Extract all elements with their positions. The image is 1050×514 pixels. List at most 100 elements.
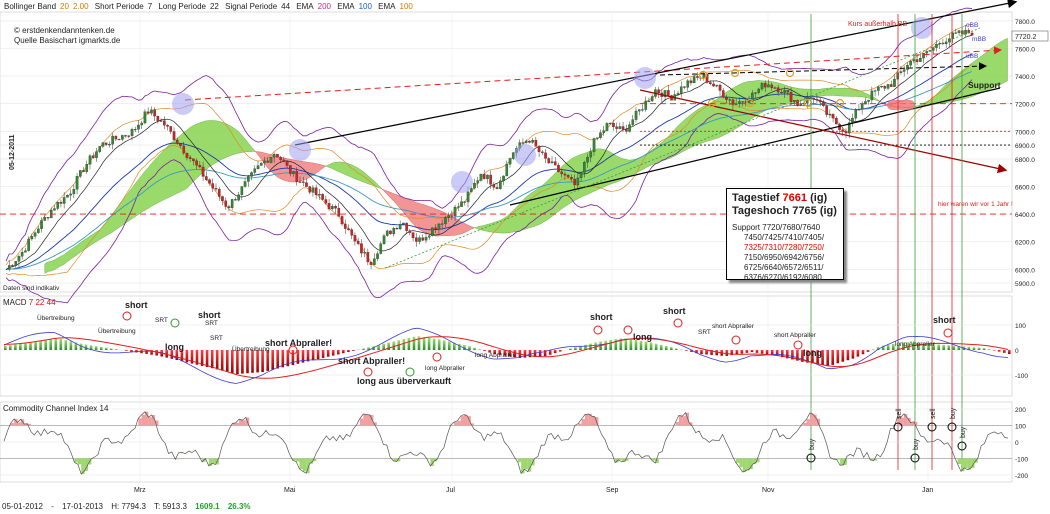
macd-hist-neg (296, 350, 300, 364)
macd-hist-pos (94, 346, 98, 350)
candle-down (776, 87, 780, 93)
cci-overbought-fill (356, 424, 360, 426)
marker-circle (803, 98, 813, 108)
candle-up (230, 199, 234, 208)
candle-up (331, 206, 334, 210)
cci-overbought-fill (460, 416, 465, 426)
candle-up (873, 90, 877, 92)
macd-hist-neg (740, 350, 744, 354)
candle-up (240, 186, 244, 195)
candle-down (709, 82, 712, 85)
candle-down (528, 140, 531, 143)
candle-down (450, 215, 454, 217)
macd-annotation: Übertreibung (98, 327, 136, 335)
cci-overbought-fill (464, 414, 468, 426)
candle-down (667, 90, 670, 96)
candle-down (415, 237, 418, 242)
macd-hist-pos (442, 340, 446, 350)
macd-hist-neg (705, 350, 708, 355)
macd-hist-neg (195, 350, 199, 365)
candle-up (292, 170, 295, 174)
candle-up (479, 173, 483, 181)
macd-hist-neg (796, 350, 799, 361)
highlight-circle (451, 171, 473, 193)
cci-overbought-fill (242, 420, 246, 426)
candle-up (647, 100, 651, 102)
candle-up (851, 117, 854, 123)
macd-hist-neg (130, 350, 133, 352)
candle-up (95, 151, 98, 158)
cci-overbought-fill (10, 423, 15, 426)
candle-down (725, 97, 728, 100)
macd-annotation: SRT (155, 317, 168, 324)
candle-down (625, 129, 628, 132)
macd-annotation: short Abpraller (712, 323, 755, 330)
cci-signal-circle (957, 441, 967, 451)
macd-hist-neg (685, 350, 688, 351)
marker-circle (698, 70, 708, 80)
candle-down (405, 222, 408, 231)
macd-hist-pos (907, 342, 910, 350)
candle-down (172, 131, 176, 141)
macd-hist-pos (942, 344, 945, 350)
green-dotted-line (384, 27, 981, 269)
candle-down (683, 86, 686, 88)
cci-oversold-fill (615, 458, 619, 463)
candle-down (276, 153, 279, 158)
macd-hist-neg (165, 350, 168, 358)
candle-down (541, 151, 544, 153)
marker-circle (745, 98, 755, 108)
candle-up (663, 90, 667, 97)
candle-down (705, 74, 709, 83)
bollinger-label: Bollinger Band (4, 2, 57, 11)
cci-oversold-fill (961, 458, 965, 472)
cci-overbought-fill (145, 411, 149, 426)
macd-hist-neg (261, 350, 264, 372)
macd-annotation: short (663, 306, 686, 316)
candle-down (350, 229, 354, 236)
support-line-1: Support 7720/7680/7640 (732, 223, 821, 232)
candle-down (266, 160, 270, 163)
cci-oversold-fill (625, 458, 629, 461)
cci-signal-circle (910, 453, 920, 463)
candle-up (392, 228, 396, 235)
candle-down (731, 99, 735, 105)
candle-up (605, 123, 609, 131)
macd-hist-pos (59, 338, 63, 350)
candle-down (153, 109, 156, 117)
cci-overbought-fill (803, 422, 807, 426)
red-highlight (887, 100, 915, 110)
macd-hist-neg (256, 350, 259, 373)
candle-up (159, 120, 163, 122)
long-period-label: Long Periode (158, 2, 206, 11)
price-tick-label: 6200.0 (1015, 240, 1035, 247)
cci-signal-circle (806, 453, 816, 463)
candle-up (476, 180, 480, 184)
candle-up (140, 122, 144, 126)
price-axis: 5900.0 6000.0 6200.0 6400.0 6600.0 6800.0 6900… (1015, 19, 1035, 288)
macd-hist-pos (382, 343, 385, 350)
candle-up (783, 90, 786, 93)
macd-hist-pos (432, 338, 436, 350)
month-label: Sep (606, 487, 619, 494)
macd-hist-pos (49, 338, 52, 350)
cci-oversold-fill (652, 458, 656, 461)
macd-hist-neg (316, 350, 320, 360)
buy-label: buy (809, 438, 816, 450)
price-box (1011, 30, 1049, 42)
candle-down (657, 89, 660, 94)
candle-down (411, 232, 415, 239)
candle-down (185, 152, 189, 158)
candle-up (62, 197, 66, 204)
macd-hist-pos (458, 343, 461, 350)
price-tick-label: 6000.0 (1015, 267, 1035, 274)
macd-hist-neg (836, 350, 840, 364)
macd-annotation: long (165, 342, 184, 352)
candle-down (360, 243, 363, 254)
day-low: Tagestief 7661 (ig) (732, 192, 828, 204)
candle-down (337, 208, 341, 217)
macd-hist-neg (311, 350, 315, 361)
indicator-header: Bollinger Band 20 2.00 Short Periode 7 Long… (4, 2, 417, 11)
candle-up (379, 243, 383, 254)
